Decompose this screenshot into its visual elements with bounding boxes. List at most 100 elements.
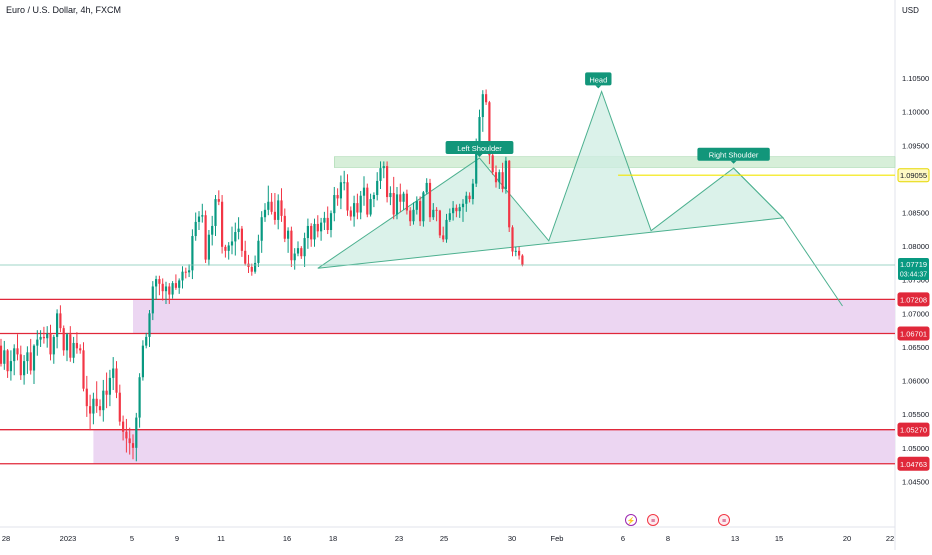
candle-body[interactable]: [135, 417, 138, 448]
candle-body[interactable]: [498, 172, 501, 183]
candle-body[interactable]: [445, 219, 448, 240]
candle-body[interactable]: [32, 345, 36, 371]
candle-body[interactable]: [3, 350, 6, 364]
candle-body[interactable]: [125, 431, 128, 439]
candle-body[interactable]: [221, 201, 224, 247]
candle-body[interactable]: [468, 195, 471, 200]
candle-body[interactable]: [79, 348, 82, 351]
pattern-label-head[interactable]: Head: [585, 72, 612, 89]
candle-body[interactable]: [112, 368, 115, 378]
candle-body[interactable]: [230, 241, 234, 246]
candle-body[interactable]: [376, 180, 379, 196]
candle-body[interactable]: [6, 350, 9, 372]
candle-body[interactable]: [425, 182, 428, 193]
candle-body[interactable]: [92, 398, 95, 414]
candle-body[interactable]: [465, 195, 468, 204]
candle-body[interactable]: [108, 377, 111, 395]
candle-body[interactable]: [270, 201, 273, 212]
candle-body[interactable]: [389, 193, 392, 198]
candle-body[interactable]: [244, 250, 247, 264]
candle-body[interactable]: [155, 279, 158, 287]
us-flag-event-icon[interactable]: ≡: [718, 514, 730, 526]
candle-body[interactable]: [438, 210, 441, 236]
candle-body[interactable]: [168, 286, 171, 295]
candle-body[interactable]: [122, 421, 125, 432]
candle-body[interactable]: [521, 255, 524, 265]
candle-body[interactable]: [181, 271, 184, 281]
candle-body[interactable]: [171, 283, 174, 295]
candle-body[interactable]: [115, 368, 118, 393]
candle-body[interactable]: [514, 250, 517, 252]
candle-body[interactable]: [260, 217, 263, 241]
price-tag-current[interactable]: 1.07719 03:44:37: [898, 258, 929, 281]
candle-body[interactable]: [191, 236, 194, 271]
candle-body[interactable]: [392, 193, 395, 215]
candle-body[interactable]: [296, 248, 300, 254]
candle-body[interactable]: [329, 213, 333, 230]
demand-zone[interactable]: [93, 429, 895, 464]
candle-body[interactable]: [455, 207, 458, 212]
pattern-label-left[interactable]: Left Shoulder: [445, 140, 514, 157]
candle-body[interactable]: [151, 286, 154, 314]
candle-body[interactable]: [227, 245, 230, 251]
candle-body[interactable]: [98, 406, 102, 411]
candle-body[interactable]: [488, 102, 491, 156]
candle-body[interactable]: [349, 210, 352, 217]
candle-body[interactable]: [458, 207, 461, 212]
candle-body[interactable]: [333, 195, 336, 214]
candle-body[interactable]: [399, 194, 402, 202]
lightning-event-icon[interactable]: ⚡: [625, 514, 637, 526]
candle-body[interactable]: [161, 283, 164, 292]
candle-body[interactable]: [326, 217, 329, 230]
candle-body[interactable]: [138, 377, 141, 418]
candle-body[interactable]: [204, 215, 207, 260]
candle-body[interactable]: [382, 166, 385, 169]
candle-body[interactable]: [234, 232, 237, 242]
candle-body[interactable]: [9, 361, 12, 372]
candle-body[interactable]: [372, 195, 375, 200]
candle-body[interactable]: [478, 117, 481, 142]
candle-body[interactable]: [435, 209, 438, 211]
candle-body[interactable]: [471, 183, 474, 200]
candle-body[interactable]: [75, 342, 78, 349]
candle-body[interactable]: [313, 223, 316, 240]
candle-body[interactable]: [237, 228, 240, 233]
price-tag-demand-bottom[interactable]: 1.04763: [897, 456, 930, 471]
candle-body[interactable]: [46, 333, 49, 339]
candle-body[interactable]: [16, 348, 19, 355]
candle-body[interactable]: [336, 195, 339, 199]
candle-body[interactable]: [475, 141, 478, 184]
candle-body[interactable]: [56, 313, 59, 337]
candle-body[interactable]: [72, 342, 75, 358]
candle-body[interactable]: [240, 228, 243, 251]
candle-body[interactable]: [283, 215, 286, 239]
candle-body[interactable]: [145, 336, 148, 346]
candle-body[interactable]: [263, 209, 267, 218]
candle-body[interactable]: [13, 348, 16, 362]
candle-body[interactable]: [386, 166, 389, 198]
candle-body[interactable]: [23, 361, 26, 376]
candle-body[interactable]: [287, 230, 290, 239]
candle-body[interactable]: [409, 210, 412, 222]
candle-body[interactable]: [362, 187, 366, 196]
candle-body[interactable]: [158, 279, 161, 284]
candle-body[interactable]: [65, 334, 69, 351]
candle-body[interactable]: [36, 339, 39, 346]
candle-body[interactable]: [250, 266, 253, 272]
candle-body[interactable]: [29, 352, 32, 371]
candle-body[interactable]: [395, 194, 399, 215]
candle-body[interactable]: [353, 203, 356, 217]
candle-body[interactable]: [194, 221, 197, 237]
candle-body[interactable]: [59, 313, 62, 329]
candle-body[interactable]: [402, 193, 405, 202]
candle-body[interactable]: [461, 203, 465, 208]
candle-body[interactable]: [224, 246, 227, 251]
candle-body[interactable]: [293, 253, 296, 261]
candle-body[interactable]: [442, 235, 445, 240]
candle-body[interactable]: [26, 352, 29, 362]
candle-body[interactable]: [95, 398, 98, 407]
candle-body[interactable]: [356, 203, 359, 213]
candle-body[interactable]: [405, 193, 408, 211]
candle-body[interactable]: [481, 94, 484, 118]
candle-body[interactable]: [207, 234, 210, 260]
